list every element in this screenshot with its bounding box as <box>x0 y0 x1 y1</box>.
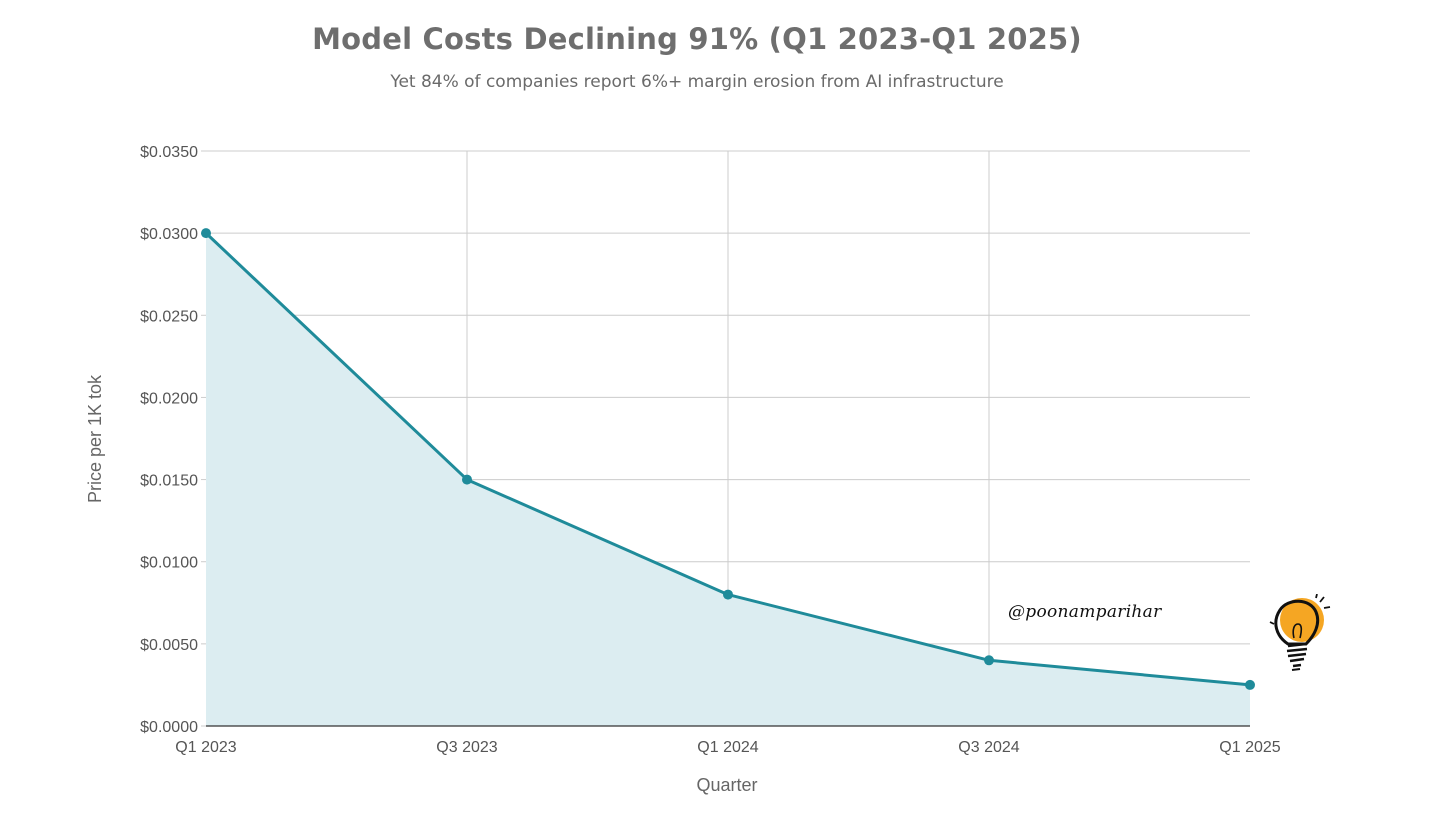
x-tick-label: Q3 2024 <box>958 739 1019 756</box>
y-tick-label: $0.0100 <box>140 555 198 572</box>
chart-title: Model Costs Declining 91% (Q1 2023-Q1 20… <box>312 22 1082 56</box>
data-point <box>723 589 733 600</box>
x-tick-label: Q3 2023 <box>436 739 497 756</box>
y-axis-title: Price per 1K tok <box>85 374 105 503</box>
y-tick-label: $0.0200 <box>140 390 198 407</box>
chart-subtitle: Yet 84% of companies report 6%+ margin e… <box>390 72 1004 92</box>
lightbulb-icon <box>1269 594 1331 671</box>
y-tick-label: $0.0300 <box>140 226 198 243</box>
y-tick-label: $0.0150 <box>140 473 198 490</box>
data-point <box>1245 679 1255 690</box>
data-point <box>462 474 472 485</box>
y-tick-label: $0.0050 <box>140 637 198 654</box>
y-tick-label: $0.0250 <box>140 308 198 325</box>
data-point <box>201 228 211 239</box>
area-fill <box>206 233 1250 726</box>
area-layer <box>206 233 1250 726</box>
x-tick-label: Q1 2023 <box>175 739 236 756</box>
author-handle: @poonamparihar <box>1008 602 1162 622</box>
y-tick-label: $0.0000 <box>140 719 198 736</box>
series <box>201 228 1255 690</box>
data-point <box>984 655 994 666</box>
x-tick-label: Q1 2025 <box>1219 739 1280 756</box>
x-axis-title: Quarter <box>696 775 757 795</box>
tick-labels: $0.0000 $0.0050 $0.0100 $0.0150 $0.0200 $0.02… <box>140 144 1281 756</box>
y-tick-label: $0.0350 <box>140 144 198 161</box>
x-tick-label: Q1 2024 <box>697 739 758 756</box>
